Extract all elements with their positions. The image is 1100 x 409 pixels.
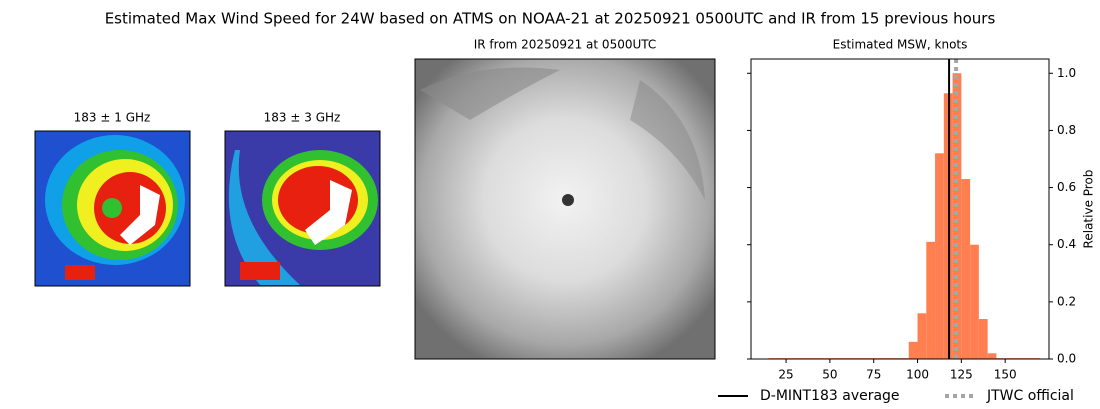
legend-label: JTWC official — [986, 388, 1074, 404]
x-tick-label: 25 — [778, 368, 793, 382]
bar — [978, 319, 988, 359]
panel-title: IR from 20250921 at 0500UTC — [474, 38, 657, 52]
y-tick-label: 1.0 — [1057, 66, 1076, 80]
plot-frame — [750, 58, 1050, 360]
y-tick-label: 0.2 — [1057, 294, 1076, 308]
x-tick-label: 50 — [822, 368, 837, 382]
y-tick-label: 0.0 — [1057, 352, 1076, 366]
y-axis-label: Relative Prob — [1082, 170, 1096, 249]
panel-title: 183 ± 3 GHz — [264, 111, 341, 125]
bar — [908, 341, 918, 359]
bar — [970, 244, 979, 359]
legend-label: D-MINT183 average — [760, 388, 900, 404]
y-tick-label: 0.4 — [1057, 237, 1076, 251]
bar — [961, 179, 971, 359]
x-tick-label: 125 — [950, 368, 973, 382]
x-tick-label: 100 — [906, 368, 929, 382]
bar — [917, 313, 927, 359]
panel-title: 183 ± 1 GHz — [74, 111, 151, 125]
microwave-image — [224, 130, 381, 287]
bar — [926, 241, 936, 359]
bar — [952, 73, 962, 360]
histogram-chart: Estimated MSW, knots 25 50 75 100 125 150 0.0 0.… — [718, 38, 1096, 404]
figure-title: Estimated Max Wind Speed for 24W based o… — [105, 10, 996, 28]
y-tick-label: 0.6 — [1057, 180, 1076, 194]
chart-title: Estimated MSW, knots — [833, 38, 968, 52]
x-tick-label: 150 — [994, 368, 1017, 382]
y-tick-label: 0.8 — [1057, 123, 1076, 137]
bar — [935, 153, 944, 359]
microwave-image — [34, 130, 191, 287]
bar — [987, 353, 997, 359]
ir-image — [414, 58, 716, 360]
x-tick-label: 75 — [866, 368, 881, 382]
